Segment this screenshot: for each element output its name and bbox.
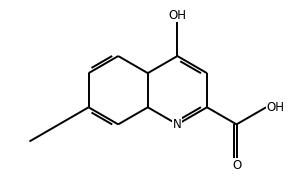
Text: O: O — [232, 159, 241, 172]
Text: OH: OH — [266, 101, 284, 114]
Text: OH: OH — [168, 9, 186, 22]
Text: N: N — [173, 118, 182, 131]
